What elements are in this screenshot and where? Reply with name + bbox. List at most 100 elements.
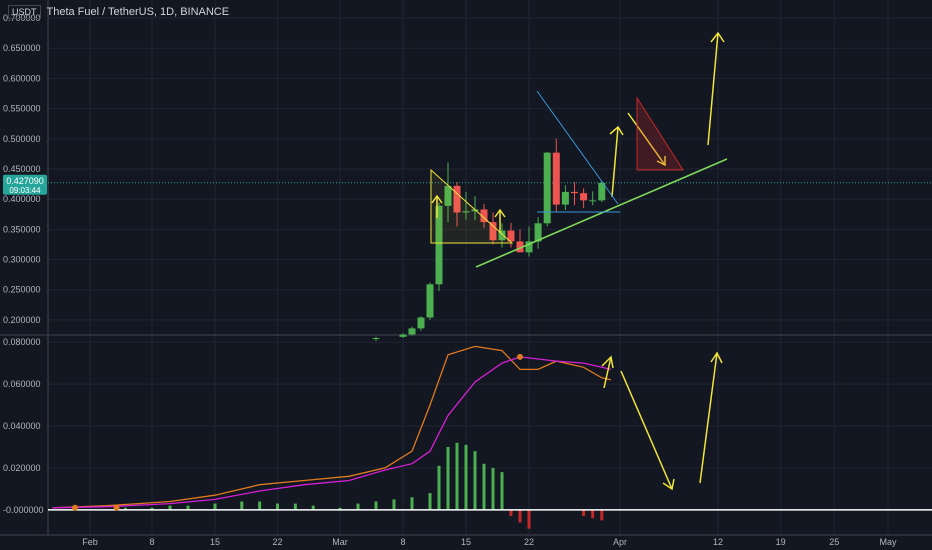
candle-body [399, 334, 407, 337]
y-tick-label: 0.350000 [3, 224, 41, 234]
histogram-bar [276, 503, 279, 510]
x-tick-label: 12 [713, 537, 723, 547]
up-arrow-head [710, 31, 725, 43]
y-tick-label: 0.060000 [3, 379, 41, 389]
histogram-bar [600, 509, 604, 521]
candle-body [525, 241, 533, 253]
quote-unit-badge[interactable]: USDT [8, 5, 41, 19]
histogram-bar [428, 493, 432, 510]
candle-body [426, 284, 434, 318]
histogram-bar [527, 509, 531, 529]
y-tick-label: 0.250000 [3, 285, 41, 295]
up-arrow-head [609, 125, 624, 136]
candle-body [552, 152, 560, 205]
histogram-bar [464, 444, 468, 510]
candle-body [498, 230, 506, 241]
x-tick-label: 8 [149, 537, 154, 547]
candle-body [372, 338, 380, 340]
histogram-bar [446, 446, 450, 510]
x-tick-label: 22 [272, 537, 282, 547]
histogram-bar [258, 501, 262, 510]
x-tick-label: 22 [524, 537, 534, 547]
red-triangle-drawing [636, 96, 684, 171]
candle-body [444, 185, 452, 206]
orange-series-line [52, 345, 612, 509]
price-tag: 0.427090 09:03:44 [3, 174, 47, 195]
candle-body [571, 191, 578, 194]
histogram-bar [482, 463, 486, 510]
histogram-bar [509, 509, 513, 517]
candle-body [534, 223, 542, 242]
magenta-series-line [52, 356, 612, 509]
pivot-marker [72, 504, 78, 511]
down-arrow-head [656, 156, 666, 167]
histogram-bar [150, 507, 154, 510]
yellow-triangle-drawing [430, 168, 514, 244]
histogram-bar [168, 505, 172, 510]
histogram-bar [518, 509, 522, 523]
candle-body [580, 193, 588, 201]
y-tick-label: 0.450000 [3, 164, 41, 174]
pivot-marker [517, 353, 523, 360]
histogram-bars [123, 442, 604, 529]
y-tick-label: 0.020000 [3, 463, 41, 473]
candle-body [489, 222, 497, 241]
histogram-bar [410, 497, 414, 510]
candle-body [435, 205, 443, 285]
x-tick-label: 15 [461, 537, 471, 547]
y-tick-label: 0.200000 [3, 315, 41, 325]
histogram-bar [356, 503, 360, 510]
x-tick-label: 15 [210, 537, 220, 547]
histogram-bar [473, 451, 477, 510]
candles [372, 138, 606, 342]
histogram-bar [582, 509, 586, 517]
histogram-bar [500, 472, 504, 510]
y-tick-label: 0.040000 [3, 421, 41, 431]
price-tag-bg [3, 174, 47, 195]
up-arrow-drawing [611, 126, 619, 198]
histogram-bar [491, 467, 495, 510]
up-arrow-head [601, 355, 614, 369]
up-arrow-head [710, 351, 723, 364]
histogram-bar [392, 499, 396, 510]
x-tick-label: Apr [613, 537, 627, 547]
candle-body [417, 317, 425, 329]
x-tick-label: 25 [829, 537, 839, 547]
y-tick-label: 0.400000 [3, 194, 41, 204]
x-tick-label: Mar [332, 537, 348, 547]
histogram-bar [213, 503, 217, 510]
symbol-title[interactable]: Theta Fuel / TetherUS, 1D, BINANCE [46, 6, 230, 18]
x-tick-label: 8 [400, 537, 405, 547]
x-tick-label: Feb [82, 537, 98, 547]
up-arrow-drawing [707, 32, 719, 146]
pivot-marker [113, 504, 120, 511]
y-tick-label: 0.600000 [3, 73, 41, 83]
up-arrow-head [431, 194, 443, 204]
y-tick-label: 0.300000 [3, 255, 41, 265]
down-arrow-head [662, 478, 675, 491]
down-arrow-drawing [620, 370, 673, 490]
drawings[interactable] [430, 31, 728, 491]
histogram-bar [374, 501, 378, 510]
histogram-bar [338, 507, 342, 510]
down-arrow-drawing [627, 112, 666, 166]
price-tag-countdown: 09:03:44 [9, 186, 41, 195]
up-arrow-head [494, 208, 506, 218]
y-tick-label: 0.500000 [3, 134, 41, 144]
candle-body [543, 152, 551, 224]
histogram-bar [293, 503, 297, 510]
up-arrow-drawing [603, 356, 612, 389]
x-axis[interactable]: Feb 8 15 22 Mar 8 15 22 Apr 12 19 25 May [82, 537, 897, 547]
histogram-bar [311, 505, 315, 510]
histogram-bar [591, 509, 595, 519]
histogram-bar [186, 505, 190, 510]
price-tag-value: 0.427090 [6, 176, 44, 186]
y-axis[interactable]: 0.7000000.6500000.6000000.5500000.500000… [3, 13, 44, 515]
y-tick-label: -0.000000 [3, 505, 44, 515]
candle-body [516, 241, 524, 253]
indicator-lines [48, 345, 932, 511]
y-tick-label: 0.080000 [3, 337, 41, 347]
candle-body [598, 182, 606, 201]
